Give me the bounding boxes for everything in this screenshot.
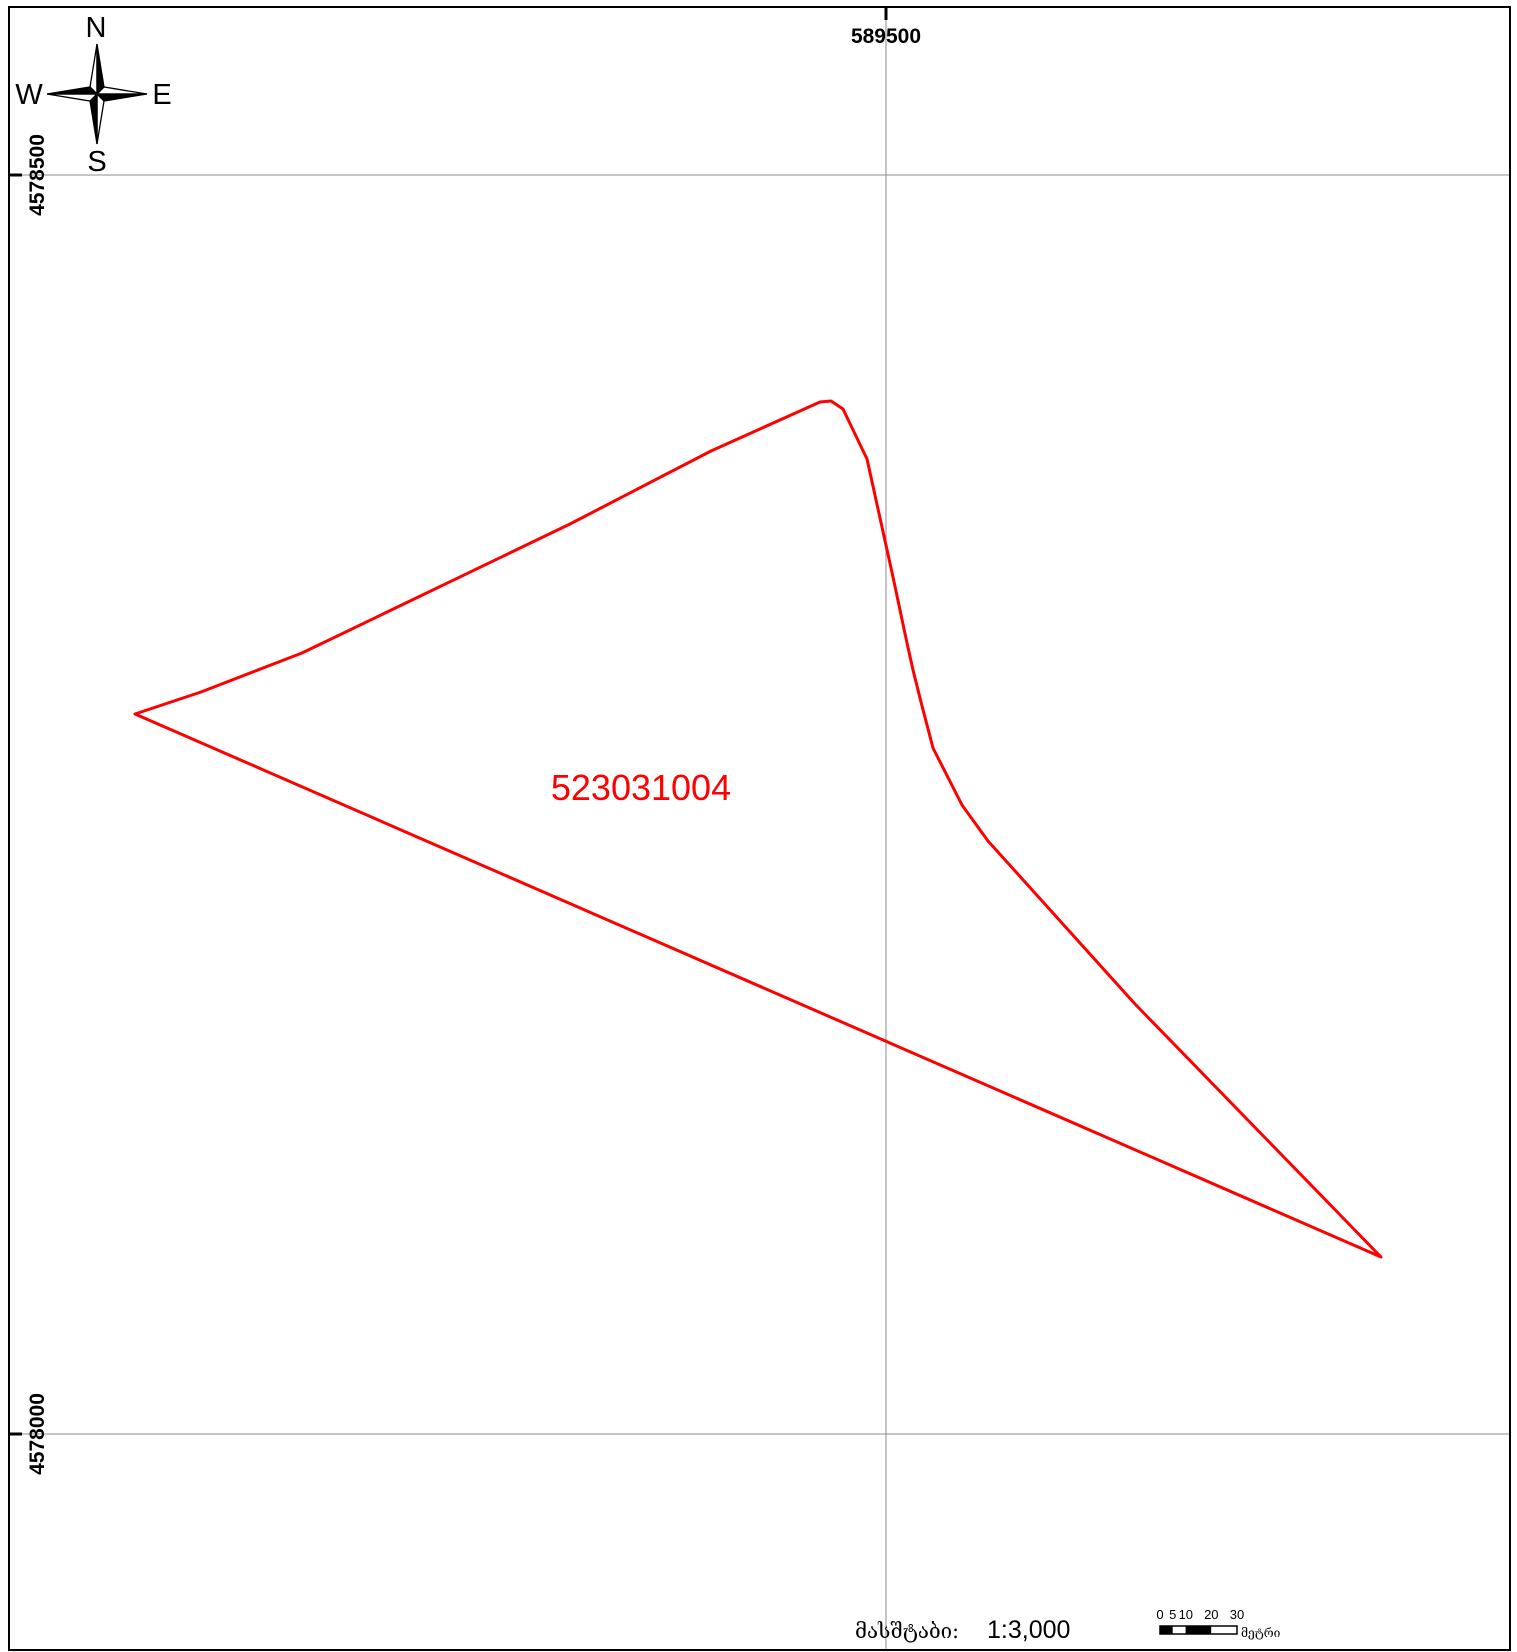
parcel-id-label: 523031004: [551, 767, 731, 808]
scale-bar-unit: მეტრი: [1241, 1626, 1281, 1640]
scale-bar-tick-label: 20: [1204, 1607, 1218, 1622]
compass-west-letter: W: [15, 79, 43, 111]
scale-bar-segment: [1185, 1626, 1212, 1634]
easting-label: 589500: [851, 25, 921, 48]
coordinate-grid: [9, 7, 1510, 1650]
scale-bar-outline: [1159, 1625, 1238, 1635]
scale-bar-tick-label: 0: [1156, 1607, 1163, 1622]
scale-bar-tick-label: 10: [1179, 1607, 1193, 1622]
scale-bar-tick-label: 5: [1169, 1607, 1176, 1622]
scale-ratio: 1:3,000: [987, 1616, 1070, 1644]
northing-label-top: 4578500: [26, 134, 49, 216]
northing-label-bottom: 4578000: [26, 1393, 49, 1475]
scale-bar-segment: [1160, 1626, 1173, 1634]
parcel-boundary: [133, 399, 1383, 1259]
map-frame: [8, 6, 1511, 1651]
scale-label: მასშტაბი:: [855, 1619, 959, 1643]
scale-bar-segment: [1172, 1626, 1186, 1634]
compass-east-letter: E: [152, 79, 171, 111]
compass-north-letter: N: [86, 12, 107, 44]
compass-west-arm-upper: [46, 86, 99, 95]
scale-bar: 0 5 10 20 30 მეტრი: [1156, 1607, 1280, 1640]
compass-south-letter: S: [87, 146, 106, 178]
scale-bar-tick-label: 30: [1230, 1607, 1244, 1622]
compass-rose-icon: [46, 43, 148, 145]
scale-bar-segment: [1211, 1626, 1237, 1634]
